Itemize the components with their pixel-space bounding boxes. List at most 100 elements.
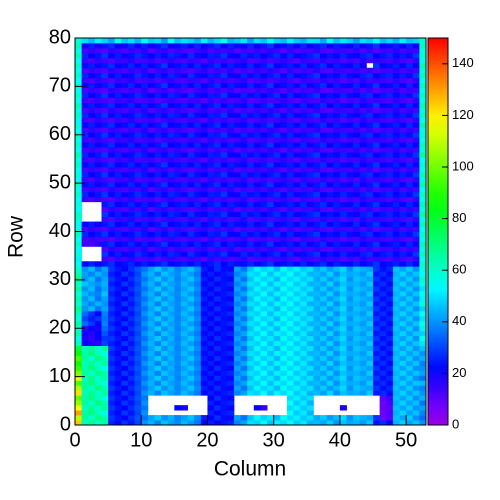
cell	[392, 137, 400, 143]
cell	[399, 266, 407, 272]
cell	[373, 256, 381, 262]
cell	[379, 291, 387, 297]
cell	[373, 241, 381, 247]
cell	[167, 107, 175, 113]
cell	[214, 276, 222, 282]
cell	[194, 216, 202, 222]
cell	[392, 350, 400, 356]
cell	[392, 256, 400, 262]
cell	[392, 186, 400, 193]
cell	[88, 57, 96, 64]
cell	[207, 390, 215, 396]
cell	[141, 221, 149, 227]
cell	[320, 380, 328, 386]
cell	[406, 310, 414, 317]
cell	[386, 320, 394, 327]
cell	[253, 320, 261, 327]
cell	[346, 201, 354, 208]
cell	[386, 286, 394, 292]
cell	[253, 380, 261, 386]
cell	[174, 132, 182, 138]
cell	[94, 281, 102, 287]
cell	[386, 117, 394, 123]
cell	[373, 82, 381, 89]
cell	[200, 42, 208, 49]
cell	[346, 211, 354, 218]
cell	[88, 320, 96, 327]
cell	[353, 365, 361, 371]
cell	[386, 77, 394, 84]
cell	[306, 420, 314, 426]
cell	[114, 216, 122, 222]
cell	[114, 226, 122, 232]
cell	[88, 87, 96, 93]
cell	[379, 157, 387, 163]
cell	[253, 47, 261, 54]
cell	[200, 191, 208, 198]
cell	[121, 107, 129, 113]
cell	[187, 102, 195, 108]
cell	[260, 176, 268, 183]
y-tick-label: 50	[49, 171, 71, 193]
cell	[167, 211, 175, 218]
cell	[300, 152, 308, 158]
cell	[101, 186, 109, 193]
cell	[94, 137, 102, 143]
cell	[194, 112, 202, 118]
cell	[114, 142, 122, 148]
cell	[233, 191, 241, 198]
cell	[227, 315, 235, 322]
cell	[227, 320, 235, 327]
cell	[141, 261, 149, 267]
cell	[412, 221, 420, 227]
cell	[333, 176, 341, 183]
cell	[187, 355, 195, 361]
cell	[353, 142, 361, 148]
cell	[406, 87, 414, 93]
cell	[300, 186, 308, 193]
cell	[200, 216, 208, 222]
cell	[114, 191, 122, 198]
cell	[154, 181, 162, 188]
cell	[207, 310, 215, 317]
cell	[300, 42, 308, 49]
cell	[214, 320, 222, 327]
cell	[326, 38, 334, 44]
cell	[247, 211, 255, 218]
cell	[180, 365, 188, 371]
cell	[214, 186, 222, 193]
cell	[247, 256, 255, 262]
cell	[101, 216, 109, 222]
cell	[88, 241, 96, 247]
cell	[200, 72, 208, 79]
cell	[379, 171, 387, 178]
cell	[333, 305, 341, 312]
cell	[406, 112, 414, 118]
cell	[253, 62, 261, 69]
cell	[108, 176, 116, 183]
cell	[353, 420, 361, 426]
cell	[147, 191, 155, 198]
cell	[227, 256, 235, 262]
cell	[141, 226, 149, 232]
cell	[214, 226, 222, 232]
cell	[108, 57, 116, 64]
cell	[200, 38, 208, 44]
cell	[399, 390, 407, 396]
cell	[200, 87, 208, 93]
cell	[392, 330, 400, 337]
cell	[127, 137, 136, 143]
cell	[121, 226, 129, 232]
cell	[187, 137, 195, 143]
cell	[392, 157, 400, 163]
cell	[267, 137, 275, 143]
cell	[227, 395, 235, 401]
cell	[167, 296, 175, 302]
cell	[300, 340, 308, 347]
cell	[320, 117, 328, 123]
cell	[280, 266, 288, 272]
cell	[406, 52, 414, 59]
cell	[373, 117, 381, 123]
cell	[339, 375, 347, 381]
cell	[134, 400, 142, 406]
